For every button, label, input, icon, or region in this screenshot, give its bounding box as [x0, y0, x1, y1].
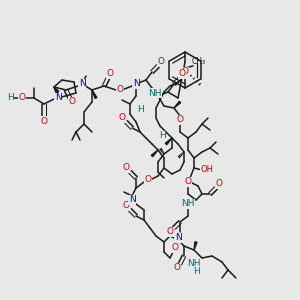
Text: O: O: [116, 85, 124, 94]
Polygon shape: [92, 90, 97, 98]
Text: O: O: [19, 94, 26, 103]
Text: O: O: [173, 263, 181, 272]
Text: NH: NH: [181, 200, 195, 208]
Text: N: N: [175, 233, 182, 242]
Text: NH: NH: [187, 260, 201, 268]
Polygon shape: [54, 87, 59, 93]
Text: N: N: [79, 80, 86, 88]
Polygon shape: [151, 150, 158, 157]
Text: H: H: [159, 131, 165, 140]
Text: O: O: [68, 98, 76, 106]
Text: N: N: [55, 94, 62, 103]
Text: O: O: [167, 227, 173, 236]
Text: OH: OH: [200, 166, 214, 175]
Text: O: O: [122, 164, 130, 172]
Text: O: O: [118, 113, 125, 122]
Text: O: O: [184, 178, 191, 187]
Text: O: O: [176, 116, 184, 124]
Text: O: O: [106, 70, 113, 79]
Text: H: H: [136, 106, 143, 115]
Polygon shape: [194, 242, 197, 250]
Polygon shape: [165, 138, 172, 145]
Text: CH₃: CH₃: [192, 58, 206, 67]
Text: H: H: [193, 268, 200, 277]
Text: O: O: [178, 70, 185, 79]
Text: H: H: [7, 94, 14, 103]
Text: NH: NH: [148, 88, 162, 98]
Text: O: O: [40, 116, 47, 125]
Text: O: O: [158, 58, 164, 67]
Text: O: O: [172, 244, 178, 253]
Polygon shape: [174, 101, 181, 108]
Text: O: O: [145, 176, 152, 184]
Text: N: N: [133, 80, 140, 88]
Text: O: O: [182, 68, 188, 76]
Text: N: N: [129, 196, 135, 205]
Text: O: O: [122, 202, 130, 211]
Text: O: O: [215, 179, 223, 188]
